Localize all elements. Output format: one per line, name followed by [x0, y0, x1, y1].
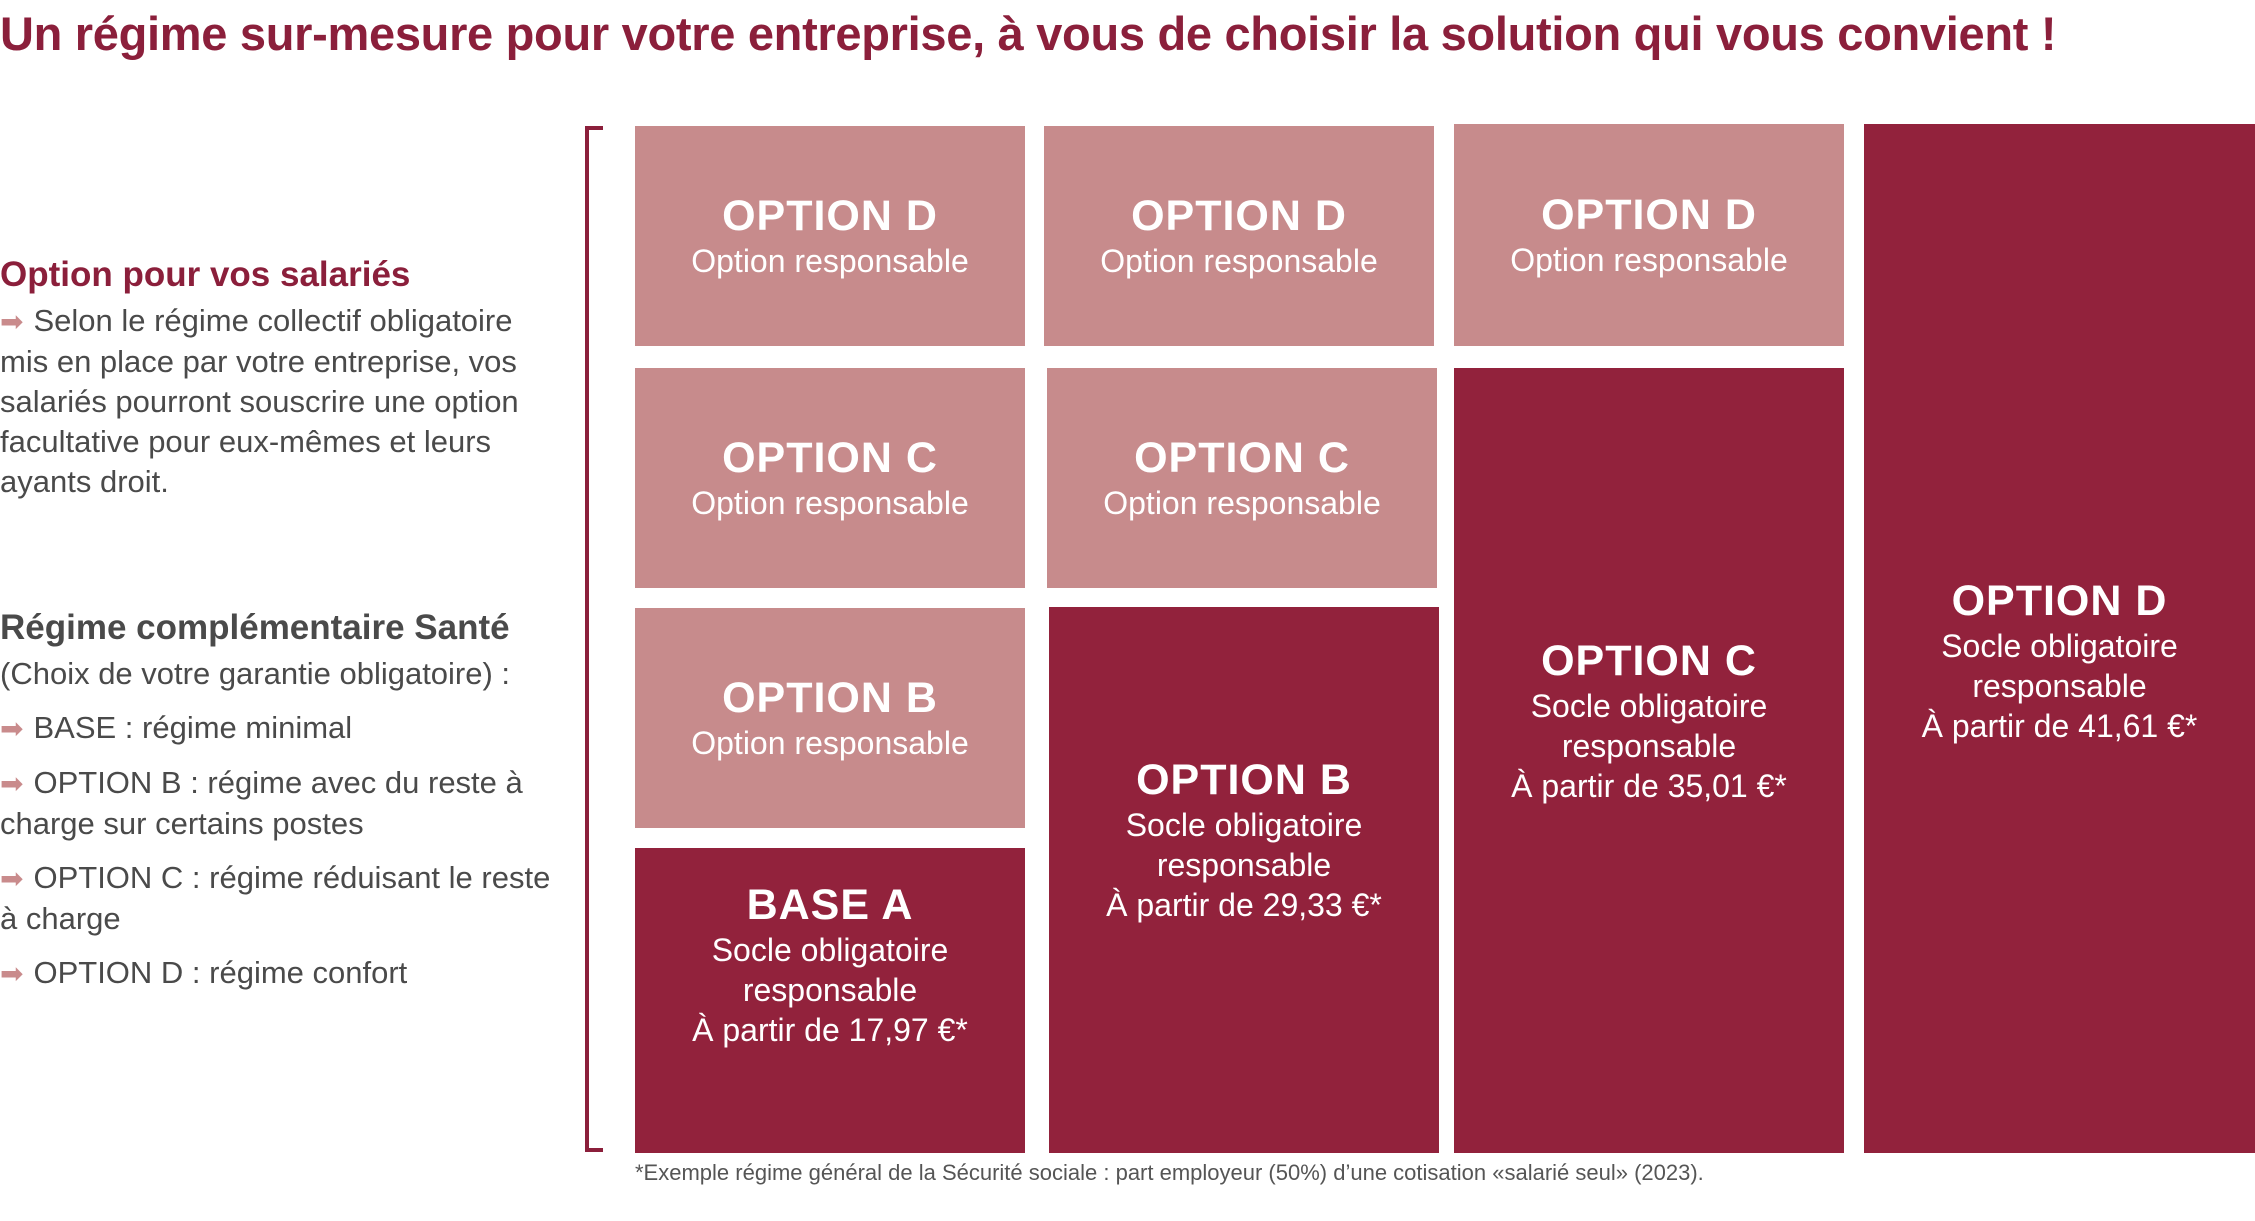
col1-option-b-box: OPTION B Option responsable: [635, 608, 1025, 828]
box-line: À partir de 41,61 €*: [1921, 708, 2198, 744]
regime-item: ➡ OPTION B : régime avec du reste à charg…: [0, 765, 523, 841]
option-heading: Option pour vos salariés: [0, 255, 411, 294]
option-section: Option pour vos salariés ➡ Selon le régim…: [0, 255, 560, 502]
box-title: OPTION C: [722, 434, 938, 482]
arrow-right-icon: ➡: [0, 863, 24, 894]
col2-option-d-box: OPTION D Option responsable: [1044, 126, 1434, 346]
regime-subheading: (Choix de votre garantie obligatoire) :: [0, 656, 511, 691]
box-line: Option responsable: [1103, 485, 1381, 521]
box-line: Socle obligatoire: [1530, 688, 1768, 724]
regime-item: ➡ OPTION D : régime confort: [0, 955, 408, 990]
col4-option-d-box: OPTION D Socle obligatoire responsable À…: [1864, 124, 2255, 1153]
col2-option-b-box: OPTION B Socle obligatoire responsable À…: [1049, 607, 1439, 1153]
col3-option-d-box: OPTION D Option responsable: [1454, 124, 1844, 346]
arrow-right-icon: ➡: [0, 768, 24, 799]
box-line: Option responsable: [1510, 242, 1788, 278]
box-title: OPTION C: [1134, 434, 1350, 482]
left-bracket: [585, 126, 603, 1152]
regime-item: ➡ BASE : régime minimal: [0, 710, 353, 745]
col3-option-c-box: OPTION C Socle obligatoire responsable À…: [1454, 368, 1844, 1153]
box-line: À partir de 17,97 €*: [692, 1012, 968, 1048]
box-line: Socle obligatoire: [1941, 628, 2178, 664]
arrow-right-icon: ➡: [0, 958, 24, 989]
box-line: Option responsable: [691, 485, 969, 521]
box-title: OPTION D: [1951, 577, 2168, 625]
box-line: À partir de 29,33 €*: [1106, 887, 1382, 923]
box-title: OPTION B: [722, 674, 938, 722]
box-line: Socle obligatoire: [1125, 807, 1363, 843]
option-text: ➡ Selon le régime collectif obligatoire m…: [0, 303, 519, 499]
col1-base-a-box: BASE A Socle obligatoire responsable À p…: [635, 848, 1025, 1153]
arrow-right-icon: ➡: [0, 306, 24, 337]
box-title: OPTION D: [722, 192, 938, 240]
box-line: Option responsable: [691, 725, 969, 761]
regime-item: ➡ OPTION C : régime réduisant le reste à …: [0, 860, 551, 936]
box-line: À partir de 35,01 €*: [1511, 768, 1787, 804]
box-title: OPTION B: [1136, 756, 1352, 804]
col1-option-c-box: OPTION C Option responsable: [635, 368, 1025, 588]
col1-option-d-box: OPTION D Option responsable: [635, 126, 1025, 346]
box-line: Option responsable: [1100, 243, 1378, 279]
box-line: responsable: [1156, 847, 1332, 883]
box-line: responsable: [1561, 728, 1737, 764]
footnote: *Exemple régime général de la Sécurité s…: [635, 1160, 1704, 1185]
box-title: OPTION C: [1541, 637, 1757, 685]
box-line: Option responsable: [691, 243, 969, 279]
regime-section: Régime complémentaire Santé (Choix de vo…: [0, 608, 560, 994]
col2-option-c-box: OPTION C Option responsable: [1047, 368, 1437, 588]
box-title: OPTION D: [1131, 192, 1347, 240]
arrow-right-icon: ➡: [0, 713, 24, 744]
box-line: responsable: [1972, 668, 2147, 704]
box-line: Socle obligatoire: [711, 932, 949, 968]
regime-heading: Régime complémentaire Santé: [0, 608, 510, 647]
page-title: Un régime sur-mesure pour votre entrepri…: [0, 7, 2057, 60]
box-title: OPTION D: [1541, 191, 1757, 239]
box-line: responsable: [742, 972, 918, 1008]
box-title: BASE A: [746, 881, 914, 929]
